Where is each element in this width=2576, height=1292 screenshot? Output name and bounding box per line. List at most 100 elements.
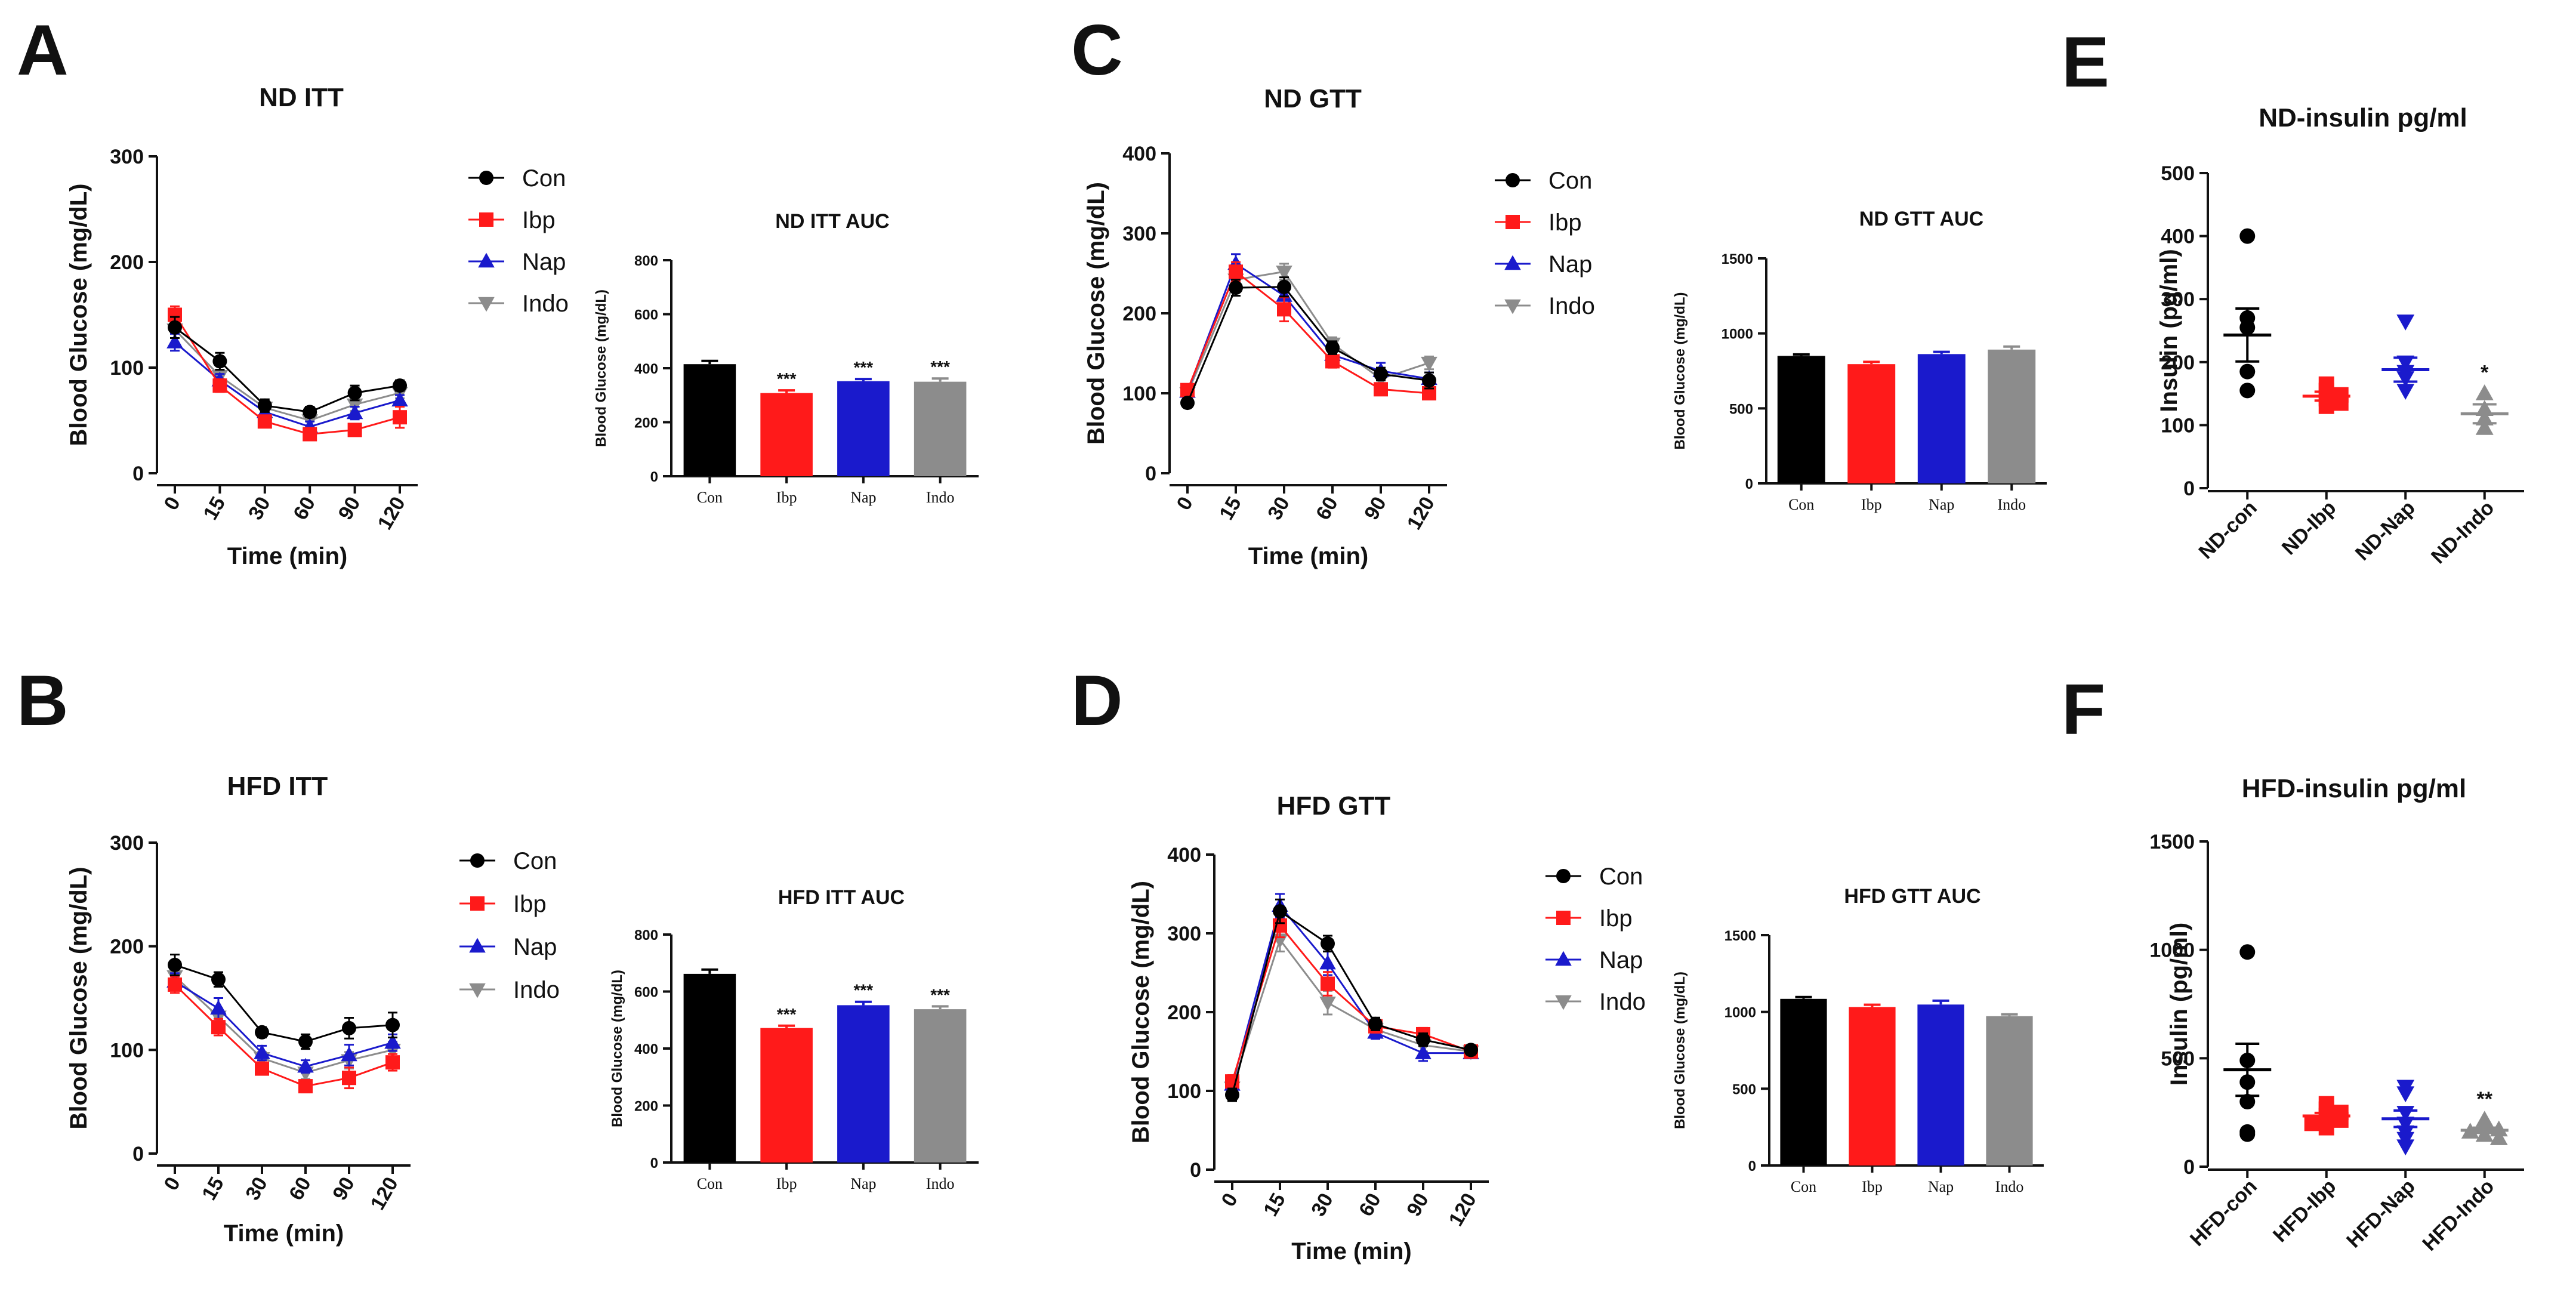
hfd-gtt-auc-title: HFD GTT AUC <box>1844 885 1980 908</box>
hfd-itt-auc-y-tick-label: 0 <box>650 1155 658 1171</box>
hfd-itt-series-con <box>168 954 400 1050</box>
nd-gtt-data-point <box>1276 266 1292 280</box>
hfd-itt-auc-x-tick-label: Con <box>697 1175 723 1192</box>
nd-gtt-series-line <box>1186 270 1430 394</box>
hfd-gtt-x-tick-label: 90 <box>1402 1189 1433 1220</box>
legend-label-indo: Indo <box>1599 989 1646 1015</box>
hfd-itt-series-line <box>174 983 393 1087</box>
hfd-gtt-series-con <box>1225 898 1478 1102</box>
hfd-gtt-series-ibp <box>1225 912 1478 1089</box>
nd-insulin-x-tick-label: ND-con <box>2195 497 2262 563</box>
hfd-gtt-auc-y-axis-label: Blood Glucose (mg/dL) <box>1672 972 1688 1129</box>
nd-itt-auc-title: ND ITT AUC <box>775 210 889 233</box>
legend-label-indo: Indo <box>522 291 569 317</box>
nd-itt-y-axis-label: Blood Glucose (mg/dL) <box>66 184 92 446</box>
hfd-gtt-data-point <box>1225 1087 1239 1102</box>
legend-marker-ibp <box>1556 911 1571 925</box>
hfd-itt-auc-bar-indo <box>914 1009 967 1163</box>
legend-marker-nap <box>1555 951 1572 966</box>
nd-insulin-title: ND-insulin pg/ml <box>2259 103 2467 132</box>
hfd-gtt-series-line <box>1231 938 1471 1089</box>
nd-gtt-auc-y-tick-label: 0 <box>1745 476 1753 492</box>
hfd-gtt-auc-bar-con <box>1780 998 1827 1165</box>
nd-insulin-data-point <box>2239 383 2256 399</box>
nd-gtt-auc-y-tick-label: 1000 <box>1722 326 1753 343</box>
nd-insulin-y-tick-label: 200 <box>2161 351 2195 374</box>
hfd-insulin-scatter-chart: HFD-insulin pg/ml Insulin (pg/ml) 0 500 1000… <box>2149 774 2524 1256</box>
nd-gtt-data-point <box>1277 279 1291 294</box>
hfd-gtt-auc-y-tick-label: 1500 <box>1724 928 1756 944</box>
nd-itt-data-point <box>257 398 272 413</box>
hfd-itt-x-axis-label: Time (min) <box>224 1220 344 1247</box>
nd-gtt-series-line <box>1186 262 1430 392</box>
legend-label-ibp: Ibp <box>1599 905 1633 932</box>
panel-label-f: F <box>2062 670 2105 750</box>
legend-marker-ibp <box>479 212 493 227</box>
nd-gtt-auc-x-tick-label: Indo <box>1997 496 2026 513</box>
legend-label-ibp: Ibp <box>522 207 556 233</box>
nd-gtt-auc-y-axis-label: Blood Glucose (mg/dL) <box>1672 292 1688 450</box>
nd-gtt-data-point <box>1229 280 1243 295</box>
legend-marker-nap <box>478 252 495 268</box>
hfd-insulin-y-tick-label: 500 <box>2161 1047 2195 1070</box>
nd-insulin-data-point <box>2396 384 2415 400</box>
hfd-itt-data-point <box>210 1000 227 1015</box>
nd-itt-auc-y-tick-label: 200 <box>634 415 658 431</box>
hfd-itt-auc-x-tick-label: Nap <box>850 1175 876 1192</box>
nd-itt-auc-significance-label: *** <box>930 357 950 376</box>
legend-marker-ibp <box>470 896 485 911</box>
hfd-itt-auc-bar-ibp <box>760 1028 813 1163</box>
nd-itt-auc-significance-label: *** <box>854 358 874 377</box>
hfd-itt-auc-bar-con <box>683 973 736 1163</box>
nd-gtt-auc-x-tick-label: Con <box>1788 496 1814 513</box>
hfd-gtt-data-point <box>1416 1032 1430 1047</box>
nd-itt-series-line <box>174 314 400 436</box>
hfd-gtt-y-tick-label: 400 <box>1167 844 1201 867</box>
hfd-itt-data-point <box>211 1020 226 1035</box>
legend-label-con: Con <box>1548 168 1592 194</box>
nd-gtt-x-tick-label: 90 <box>1360 493 1391 524</box>
nd-insulin-data-point <box>2396 314 2415 331</box>
panel-label-c: C <box>1071 10 1123 90</box>
hfd-itt-data-point <box>298 1034 313 1049</box>
hfd-insulin-significance-label: ** <box>2477 1088 2493 1111</box>
legend-marker-con <box>1556 869 1571 883</box>
hfd-itt-y-tick-label: 0 <box>132 1143 144 1165</box>
hfd-itt-y-tick-label: 200 <box>110 936 144 958</box>
hfd-itt-data-point <box>341 1046 357 1062</box>
hfd-itt-series-line <box>174 980 393 1068</box>
nd-insulin-group-indo <box>2460 384 2509 435</box>
nd-gtt-data-point <box>1325 354 1340 369</box>
nd-gtt-title: ND GTT <box>1264 84 1362 113</box>
hfd-gtt-series-indo <box>1224 927 1479 1097</box>
nd-itt-auc-bar-con <box>683 364 736 476</box>
hfd-itt-data-point <box>211 972 226 987</box>
hfd-itt-data-point <box>168 957 182 972</box>
nd-gtt-series-ibp <box>1180 261 1436 400</box>
nd-gtt-auc-x-tick-label: Nap <box>1929 496 1954 513</box>
hfd-insulin-data-point <box>2239 944 2256 960</box>
nd-insulin-data-point <box>2333 395 2349 411</box>
nd-itt-x-tick-label: 90 <box>334 493 365 524</box>
nd-gtt-data-point <box>1277 302 1291 317</box>
hfd-itt-auc-title: HFD ITT AUC <box>778 886 905 909</box>
hfd-itt-x-tick-label: 30 <box>241 1173 272 1204</box>
hfd-gtt-y-axis-label: Blood Glucose (mg/dL) <box>1128 881 1154 1143</box>
nd-itt-data-point <box>166 334 183 349</box>
hfd-gtt-series-line <box>1231 923 1471 1082</box>
hfd-gtt-title: HFD GTT <box>1277 791 1391 821</box>
hfd-gtt-auc-y-tick-label: 1000 <box>1724 1005 1756 1021</box>
nd-insulin-y-tick-label: 300 <box>2161 288 2195 311</box>
nd-itt-data-point <box>346 404 363 420</box>
nd-gtt-y-tick-label: 200 <box>1122 303 1156 325</box>
hfd-gtt-auc-y-tick-label: 500 <box>1732 1081 1756 1097</box>
hfd-gtt-x-tick-label: 120 <box>1445 1189 1481 1230</box>
hfd-insulin-x-tick-label: HFD-con <box>2186 1175 2262 1251</box>
nd-itt-x-tick-label: 60 <box>289 493 320 524</box>
hfd-itt-auc-significance-label: *** <box>854 981 874 1000</box>
hfd-insulin-group-nap <box>2381 1080 2430 1156</box>
nd-insulin-scatter-chart: ND-insulin pg/ml Insulin (pg/ml) 0 100 200 30… <box>2156 103 2524 568</box>
nd-itt-data-point <box>393 410 407 425</box>
